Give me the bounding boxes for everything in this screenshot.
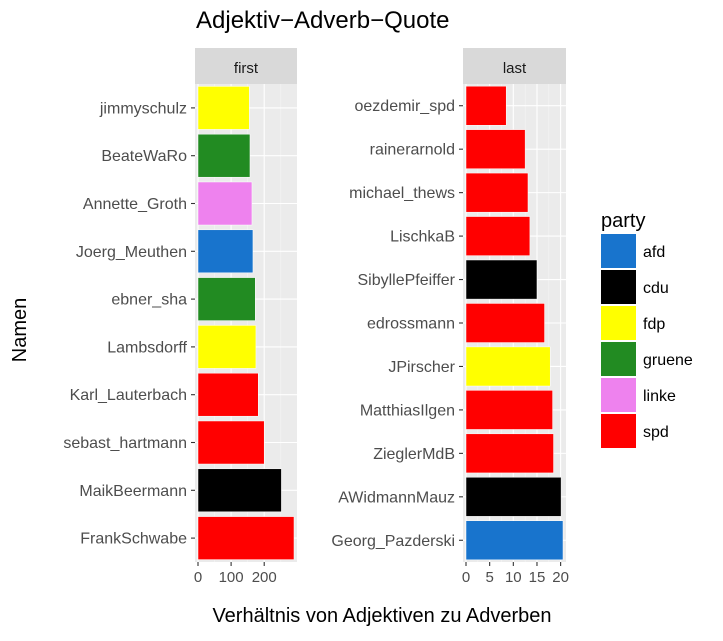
x-axis-title: Verhältnis von Adjektiven zu Adverben	[212, 605, 551, 627]
y-tick-label: LischkaB	[390, 229, 455, 246]
y-tick-label: AWidmannMauz	[338, 489, 455, 506]
y-tick-label: Karl_Lauterbach	[70, 387, 187, 404]
x-tick-label: 10	[505, 569, 522, 586]
x-tick-label: 5	[485, 569, 493, 586]
y-tick-label: ebner_sha	[111, 292, 187, 309]
legend-key-linke	[601, 378, 636, 412]
y-tick-label: michael_thews	[349, 185, 455, 202]
x-tick-label: 0	[462, 569, 470, 586]
legend-key-afd	[601, 234, 636, 268]
x-tick-label: 20	[552, 569, 569, 586]
bar	[197, 86, 250, 130]
x-tick-label: 0	[194, 569, 202, 586]
legend: party afd cdu fdp gruene linke spd	[601, 210, 693, 448]
facet-strip	[463, 48, 566, 84]
bar	[465, 259, 538, 300]
y-tick-label: BeateWaRo	[101, 148, 187, 165]
bar	[197, 420, 265, 465]
legend-label-linke: linke	[643, 388, 676, 405]
y-tick-label: Georg_Pazderski	[331, 533, 455, 550]
y-tick-label: Joerg_Meuthen	[76, 244, 187, 261]
legend-label-afd: afd	[643, 244, 665, 261]
y-tick-label: SibyllePfeiffer	[357, 272, 455, 289]
y-tick-label: MaikBeermann	[79, 483, 187, 500]
facet-strip-label: first	[234, 60, 259, 77]
bar	[197, 325, 257, 369]
legend-label-gruene: gruene	[643, 352, 693, 369]
y-tick-label: jimmyschulz	[99, 100, 187, 117]
y-tick-label: Lambsdorff	[107, 339, 187, 356]
legend-key-gruene	[601, 342, 636, 376]
facet-panel-last: last Georg_Pazderski AWidmannMauz ZieglerMd…	[331, 48, 569, 586]
legend-key-fdp	[601, 306, 636, 340]
y-tick-label: edrossmann	[367, 316, 455, 333]
legend-label-fdp: fdp	[643, 316, 665, 333]
legend-label-cdu: cdu	[643, 280, 669, 297]
y-tick-label: JPirscher	[388, 359, 455, 376]
y-tick-label: Annette_Groth	[83, 196, 187, 213]
bar	[465, 346, 551, 387]
legend-key-cdu	[601, 270, 636, 304]
bar	[465, 433, 554, 474]
bar	[197, 372, 259, 417]
bar	[465, 303, 545, 343]
chart-title: Adjektiv−Adverb−Quote	[196, 7, 450, 34]
bar	[197, 181, 253, 226]
bar	[465, 390, 553, 430]
bar	[465, 129, 526, 169]
bar	[465, 477, 562, 517]
legend-title: party	[601, 210, 645, 232]
y-tick-label: ZieglerMdB	[373, 446, 455, 463]
bar	[197, 229, 254, 274]
bar	[465, 172, 529, 213]
y-tick-label: sebast_hartmann	[63, 435, 187, 452]
y-tick-label: oezdemir_spd	[355, 98, 456, 115]
x-tick-label: 200	[252, 569, 277, 586]
bar	[465, 85, 507, 126]
bar	[465, 520, 564, 561]
legend-label-spd: spd	[643, 424, 669, 441]
bar	[465, 216, 531, 256]
x-tick-label: 15	[529, 569, 546, 586]
bar	[197, 468, 282, 513]
facet-strip	[195, 48, 297, 84]
legend-key-spd	[601, 414, 636, 448]
facet-panels: first FrankSchwabe MaikBeermann sebast_hart…	[63, 48, 569, 586]
facet-panel-first: first FrankSchwabe MaikBeermann sebast_hart…	[63, 48, 297, 586]
y-tick-label: FrankSchwabe	[80, 531, 187, 548]
bar	[197, 277, 256, 321]
bar	[197, 133, 251, 178]
y-tick-label: MatthiasIlgen	[360, 402, 455, 419]
x-tick-label: 100	[219, 569, 244, 586]
y-tick-label: rainerarnold	[370, 142, 455, 159]
bar	[197, 516, 295, 560]
y-axis-title: Namen	[9, 298, 31, 362]
facet-strip-label: last	[503, 60, 527, 77]
